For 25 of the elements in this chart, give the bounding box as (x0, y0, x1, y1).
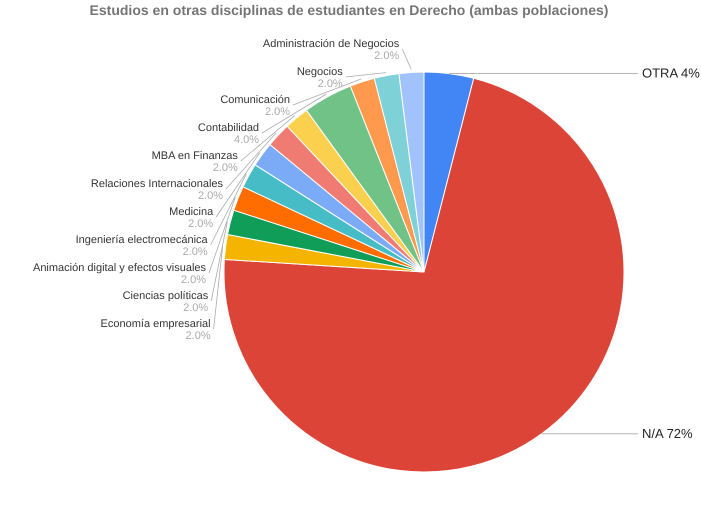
slice-label: Comunicación (220, 94, 290, 106)
data-label: 2.0% (212, 162, 238, 174)
slice-label: N/A 72% (642, 426, 694, 441)
slice-label: Animación digital y efectos visuales (32, 262, 207, 274)
data-label: 2.0% (374, 50, 400, 62)
slice-label: MBA en Finanzas (152, 150, 238, 162)
slice-label: Ciencias políticas (122, 290, 209, 302)
data-label: 2.0% (180, 274, 206, 286)
data-label: 2.0% (318, 78, 343, 90)
slice-label: Relaciones Internacionales (90, 178, 224, 190)
slice-label: OTRA 4% (642, 66, 700, 81)
data-label: 4.0% (234, 134, 260, 146)
chart-title: Estudios en otras disciplinas de estudiantes en Derecho (ambas poblaciones) (90, 2, 608, 18)
data-label: 2.0% (188, 218, 214, 230)
slice-label: Economía empresarial (100, 318, 211, 330)
slice-label: Administración de Negocios (262, 38, 400, 50)
data-label: 2.0% (182, 246, 208, 258)
slice-label: Ingeniería electromecánica (76, 234, 209, 246)
data-label: 2.0% (264, 106, 290, 118)
slice-label: Medicina (169, 206, 214, 218)
slice-label: Contabilidad (198, 122, 260, 134)
data-label: 2.0% (198, 190, 224, 202)
slice-label: Negocios (296, 66, 344, 78)
data-label: 2.0% (186, 330, 211, 342)
data-label: 2.0% (183, 302, 208, 314)
